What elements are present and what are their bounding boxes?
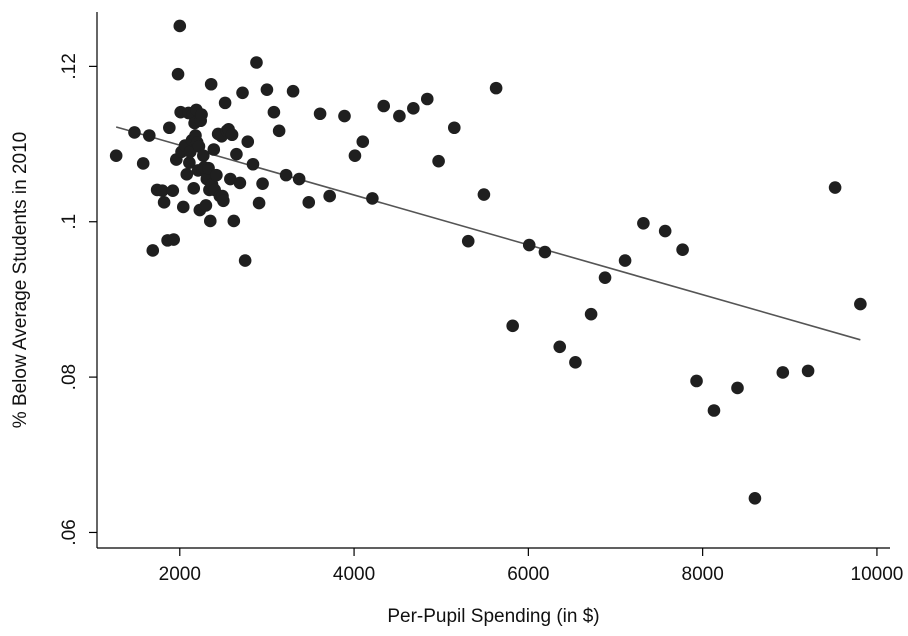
data-point: [658, 224, 672, 238]
data-point: [252, 196, 266, 210]
data-point: [260, 83, 274, 96]
data-point: [267, 105, 281, 119]
data-point: [256, 177, 269, 190]
data-point: [801, 364, 815, 378]
data-point: [199, 199, 213, 212]
data-point: [292, 172, 306, 186]
data-point: [356, 135, 370, 149]
y-tick-label: .12: [59, 53, 80, 79]
data-point: [584, 307, 598, 321]
fit-line-layer: [115, 126, 861, 341]
y-axis-title: % Below Average Students in 2010: [10, 132, 31, 428]
data-point: [598, 271, 612, 284]
data-point: [236, 86, 249, 100]
data-point: [197, 149, 210, 163]
x-tick-label: 10000: [851, 564, 904, 585]
data-point: [489, 81, 503, 95]
data-point: [195, 108, 208, 121]
data-point: [224, 172, 237, 186]
data-point: [171, 67, 185, 81]
data-point: [323, 189, 336, 203]
data-point: [432, 154, 445, 168]
data-point: [302, 196, 316, 209]
x-tick-label: 8000: [682, 564, 724, 585]
data-point: [233, 176, 247, 190]
data-point: [167, 233, 180, 246]
data-point: [166, 184, 180, 197]
data-point: [776, 366, 790, 379]
data-point: [136, 157, 150, 170]
data-point: [420, 92, 434, 106]
data-point: [522, 238, 536, 252]
x-tick-label: 4000: [333, 564, 375, 585]
data-point: [286, 84, 300, 98]
x-tick-label: 2000: [159, 564, 201, 585]
data-point: [218, 96, 232, 110]
data-point: [217, 194, 230, 208]
data-point: [187, 182, 201, 195]
data-point: [338, 109, 351, 123]
data-point: [637, 216, 650, 230]
data-point: [461, 234, 475, 248]
data-point: [477, 188, 491, 201]
data-point: [828, 181, 842, 194]
x-tick-label: 6000: [507, 564, 549, 585]
x-axis-title: Per-Pupil Spending (in $): [387, 606, 599, 627]
data-point: [676, 243, 689, 257]
data-point: [238, 254, 252, 267]
data-point: [241, 135, 255, 149]
data-point: [407, 102, 420, 115]
data-point: [246, 157, 260, 171]
data-point: [538, 245, 552, 259]
axes: 2000 4000 6000 8000 10000 .06 .08 .1 .12: [59, 12, 903, 585]
data-point: [553, 340, 567, 354]
data-point: [393, 109, 406, 123]
data-point: [176, 200, 190, 214]
data-point: [506, 319, 519, 333]
data-point: [204, 77, 218, 91]
data-point: [128, 126, 141, 139]
data-point: [227, 214, 241, 228]
data-point: [203, 214, 217, 228]
data-point: [163, 121, 176, 135]
data-point: [230, 147, 243, 161]
data-point: [690, 374, 703, 388]
data-point: [707, 404, 721, 417]
data-point: [447, 121, 461, 135]
y-tick-label: .06: [59, 519, 80, 545]
data-point: [569, 356, 582, 369]
data-point: [366, 192, 379, 205]
data-point: [854, 297, 867, 311]
data-point: [272, 124, 286, 138]
data-point: [207, 143, 221, 156]
data-point: [146, 244, 160, 257]
data-point: [618, 254, 632, 267]
data-point: [225, 128, 239, 142]
data-point: [173, 19, 187, 33]
data-point: [250, 56, 263, 69]
data-point: [180, 168, 194, 181]
scatter-points: [109, 19, 867, 505]
data-point: [313, 107, 327, 121]
data-point: [210, 168, 223, 182]
data-point: [156, 184, 169, 197]
fitted-line: [115, 126, 861, 341]
data-point: [142, 129, 156, 142]
y-tick-label: .1: [59, 214, 80, 230]
data-point: [748, 491, 762, 505]
data-point: [731, 381, 744, 395]
y-tick-label: .08: [59, 364, 80, 390]
data-point: [109, 149, 123, 163]
data-point: [279, 168, 293, 182]
data-point: [348, 149, 362, 163]
data-point: [157, 196, 171, 209]
data-point: [377, 99, 391, 113]
data-point: [183, 156, 196, 170]
